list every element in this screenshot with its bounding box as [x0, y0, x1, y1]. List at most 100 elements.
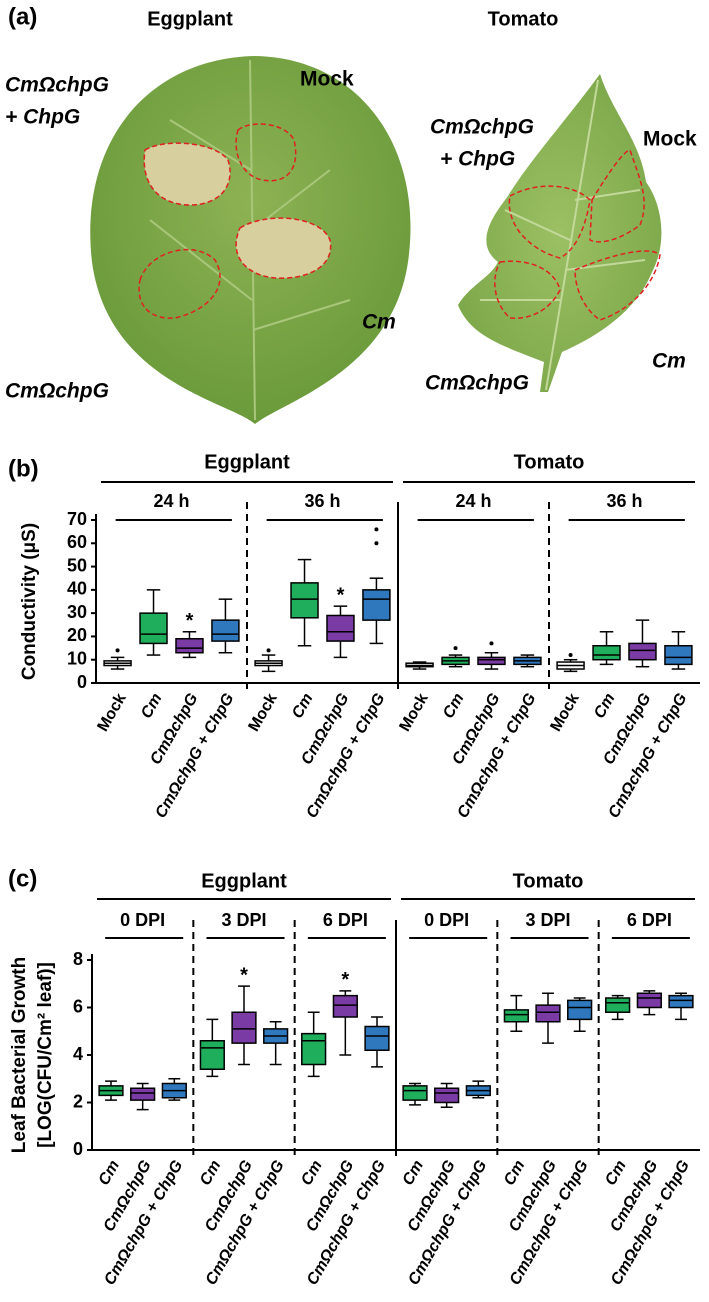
box — [301, 1032, 327, 1066]
x-tick-label: Cm — [591, 691, 619, 722]
leaf-label: Cm — [362, 311, 396, 334]
leaf-label: Mock — [300, 68, 354, 91]
significance: * — [186, 610, 194, 632]
group-header: 6 DPI — [323, 910, 368, 930]
box — [535, 1004, 561, 1023]
box — [362, 589, 391, 621]
box — [605, 997, 631, 1013]
leaf-label: CmΩchpG — [5, 74, 109, 97]
y-axis-label: Conductivity (μS) — [19, 523, 40, 680]
significance: * — [341, 969, 349, 991]
box — [477, 656, 506, 666]
group-header: 6 DPI — [627, 910, 672, 930]
x-tick-label: Cm — [138, 691, 166, 722]
lesion-outlines — [494, 149, 661, 321]
box — [567, 999, 593, 1021]
outlier — [568, 653, 573, 658]
box — [199, 1040, 225, 1070]
y-tick-label: 0 — [77, 672, 87, 692]
outlier — [266, 648, 271, 653]
leaf-title: Eggplant — [147, 8, 233, 30]
outlier — [453, 646, 458, 651]
box — [231, 1011, 257, 1044]
x-tick-label: Mock — [95, 691, 130, 735]
leaf-label: Mock — [643, 128, 697, 151]
group-header: 3 DPI — [525, 910, 570, 930]
group-header: 36 h — [304, 491, 340, 511]
x-tick-label: Cm — [96, 1158, 124, 1189]
x-tick-label: Mock — [397, 691, 432, 735]
x-tick-label: Cm — [501, 1158, 529, 1189]
leaf-label: CmΩchpG — [425, 372, 529, 395]
y-tick-label: 50 — [67, 555, 87, 575]
box — [364, 1025, 390, 1051]
y-tick-label: 40 — [67, 579, 87, 599]
group-header: 0 DPI — [424, 910, 469, 930]
group-header: 3 DPI — [221, 910, 266, 930]
species-header: Tomato — [513, 870, 584, 892]
outlier — [489, 641, 494, 646]
panel-label: (a) — [8, 3, 37, 30]
y-tick-label: 6 — [73, 996, 83, 1016]
leaf-vein — [480, 79, 646, 391]
box — [175, 638, 204, 654]
lesion-outlines — [138, 123, 332, 319]
box — [290, 582, 319, 619]
box — [668, 994, 694, 1009]
significance: * — [337, 584, 345, 606]
y-tick-label: 30 — [67, 602, 87, 622]
x-tick-label: Mock — [548, 691, 583, 735]
leaf-label: Cm — [652, 350, 686, 373]
box — [592, 644, 621, 661]
y-axis-label: Leaf Bacterial Growth — [9, 957, 30, 1153]
box — [326, 614, 355, 642]
box — [130, 1087, 156, 1101]
box — [211, 619, 240, 642]
tomato-leaf — [458, 74, 662, 392]
y-tick-label: 60 — [67, 532, 87, 552]
y-tick-label: 2 — [73, 1091, 83, 1111]
leaf-label: + ChpG — [5, 106, 80, 129]
box — [139, 612, 168, 645]
leaf-label: CmΩchpG — [5, 380, 109, 403]
x-tick-label: Mock — [246, 691, 281, 735]
box — [402, 1085, 428, 1101]
group-header: 24 h — [153, 491, 189, 511]
box — [664, 644, 693, 666]
x-tick-label: Cm — [197, 1158, 225, 1189]
photo-panel: (a) Eggplant Tomato CmΩchpG + ChpG Mock … — [5, 3, 697, 424]
significance: * — [240, 964, 248, 986]
x-tick-label: Cm — [440, 691, 468, 722]
species-header: Eggplant — [201, 870, 287, 892]
x-tick-label: Cm — [602, 1158, 630, 1189]
y-tick-label: 4 — [73, 1044, 83, 1064]
box — [503, 1009, 529, 1023]
y-tick-label: 8 — [73, 949, 83, 969]
x-tick-label: Cm — [298, 1158, 326, 1189]
outlier — [374, 527, 379, 532]
x-tick-label: Cm — [289, 691, 317, 722]
box — [434, 1087, 460, 1104]
group-header: 0 DPI — [120, 910, 165, 930]
panel-label: (b) — [8, 455, 39, 482]
box — [628, 642, 657, 661]
group-header: 24 h — [455, 491, 491, 511]
y-axis-label: [LOG(CFU/Cm² leaf)] — [35, 962, 56, 1148]
x-tick-label: Cm — [400, 1158, 428, 1189]
y-tick-label: 70 — [67, 509, 87, 529]
box — [332, 994, 358, 1018]
species-header: Eggplant — [204, 451, 290, 473]
group-header: 36 h — [606, 491, 642, 511]
panel-label: (c) — [8, 865, 37, 892]
outlier — [115, 648, 120, 653]
y-tick-label: 20 — [67, 625, 87, 645]
outlier — [374, 541, 379, 546]
leaf-label: + ChpG — [440, 148, 515, 171]
leaf-label: CmΩchpG — [430, 116, 534, 139]
species-header: Tomato — [514, 451, 585, 473]
leaf-title: Tomato — [488, 8, 559, 30]
y-tick-label: 10 — [67, 648, 87, 668]
box — [636, 992, 662, 1009]
y-tick-label: 0 — [73, 1139, 83, 1159]
